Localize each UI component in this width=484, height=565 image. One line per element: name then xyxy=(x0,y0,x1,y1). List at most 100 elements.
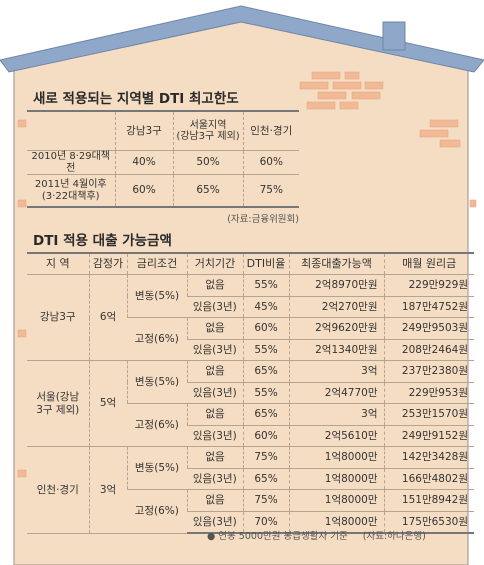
loan-cell: 1억8000만 xyxy=(288,511,384,534)
header-cell: 감정가 xyxy=(88,254,127,275)
header-cell: 인천·경기 xyxy=(242,112,299,151)
header-cell: 매월 원리금 xyxy=(383,254,474,275)
monthly-cell: 151만8942원 xyxy=(383,489,474,512)
monthly-cell: 187만4752원 xyxy=(383,296,474,318)
loan-cell: 3억 xyxy=(288,360,384,383)
loan-cell: 2억8970만원 xyxy=(288,274,384,297)
footnote: ● 연봉 5000만원 봉급생활자 기준 (자료:하나은행) xyxy=(207,528,426,542)
table-row: 있음(3년) 60% 2억5610만 249만9152원 xyxy=(27,425,474,447)
region-cell: 서울(강남 3구 제외) xyxy=(27,360,89,447)
dti-cell: 70% xyxy=(242,511,289,534)
table-row: 2011년 4월이후 (3·22대책후) 60% 65% 75% xyxy=(27,174,299,208)
source-label: (자료:하나은행) xyxy=(362,531,426,542)
table-row: 강남3구 6억 변동(5%) 없음 55% 2억8970만원 229만929원 xyxy=(27,274,474,361)
monthly-cell: 229만953원 xyxy=(383,382,474,404)
price-cell: 3억 xyxy=(88,446,127,534)
table-row: 있음(3년) 45% 2억270만원 187만4752원 xyxy=(27,296,474,318)
header-cell: 서울지역 (강남3구 제외) xyxy=(172,112,243,151)
rate-condition-cell: 고정(6%) xyxy=(127,489,187,534)
region-cell: 인천·경기 xyxy=(27,446,89,534)
monthly-cell: 229만929원 xyxy=(383,274,474,297)
loan-cell: 1억8000만 xyxy=(288,468,384,490)
table-row: 있음(3년) 55% 2억4770만 229만953원 xyxy=(27,382,474,404)
monthly-cell: 237만2380원 xyxy=(383,360,474,383)
rate-condition-cell: 고정(6%) xyxy=(127,403,187,447)
header-cell xyxy=(27,112,115,151)
dti-cell: 65% xyxy=(242,360,289,383)
dti-limit-table: 강남3구 서울지역 (강남3구 제외) 인천·경기 2010년 8·29대책 전… xyxy=(27,112,299,208)
table-row: 인천·경기 3억 변동(5%) 없음 75% 1억8000만 142만3428원 xyxy=(27,446,474,534)
dti-cell: 45% xyxy=(242,296,289,318)
header-cell: 금리조건 xyxy=(126,254,187,275)
dti-cell: 75% xyxy=(242,446,289,469)
period-cell: 있음(3년) xyxy=(187,425,243,447)
region-cell: 강남3구 xyxy=(27,274,89,361)
period-cell: 없음 xyxy=(186,274,243,297)
value-cell: 65% xyxy=(172,174,243,208)
table-row: 고정(6%) 없음 65% 3억 253만1570원 xyxy=(27,403,474,447)
loan-cell: 1억8000만 xyxy=(288,489,384,512)
value-cell: 50% xyxy=(172,150,243,175)
table-row: 고정(6%) 없음 75% 1억8000만 151만8942원 xyxy=(27,489,474,534)
period-cell: 없음 xyxy=(186,360,243,383)
dti-cell: 65% xyxy=(242,468,289,490)
rate-condition-cell: 고정(6%) xyxy=(127,317,187,361)
loan-cell: 2억9620만원 xyxy=(288,317,384,340)
rate-condition-cell: 변동(5%) xyxy=(126,360,187,404)
dti-cell: 65% xyxy=(242,403,289,426)
period-cell: 있음(3년) xyxy=(187,468,243,490)
table-header-row: 지 역 감정가 금리조건 거치기간 DTI비율 최종대출가능액 매월 원리금 xyxy=(27,254,474,275)
row-label: 2010년 8·29대책 전 xyxy=(27,150,115,175)
dti-cell: 55% xyxy=(242,339,289,361)
house-chimney xyxy=(382,21,406,51)
value-cell: 40% xyxy=(114,150,173,175)
header-cell: 최종대출가능액 xyxy=(288,254,384,275)
period-cell: 있음(3년) xyxy=(187,339,243,361)
dti-cell: 60% xyxy=(242,425,289,447)
table-row: 고정(6%) 없음 60% 2억9620만원 249만9503원 xyxy=(27,317,474,361)
dti-cell: 75% xyxy=(242,489,289,512)
dti-cell: 55% xyxy=(242,382,289,404)
row-label: 2011년 4월이후 (3·22대책후) xyxy=(27,174,115,208)
loan-amount-table: 지 역 감정가 금리조건 거치기간 DTI비율 최종대출가능액 매월 원리금 강… xyxy=(27,254,474,534)
monthly-cell: 208만2464원 xyxy=(383,339,474,361)
source-label: (자료:금융위원회) xyxy=(227,214,299,225)
header-cell: 강남3구 xyxy=(114,112,173,151)
header-cell: 지 역 xyxy=(27,254,89,275)
header-cell: 거치기간 xyxy=(186,254,243,275)
loan-cell: 2억4770만 xyxy=(288,382,384,404)
loan-amount-title: DTI 적용 대출 가능금액 xyxy=(27,229,474,254)
brick-decoration xyxy=(17,71,477,478)
monthly-cell: 249만9503원 xyxy=(383,317,474,340)
monthly-cell: 249만9152원 xyxy=(383,425,474,447)
monthly-cell: 142만3428원 xyxy=(383,446,474,469)
loan-cell: 3억 xyxy=(288,403,384,426)
period-cell: 있음(3년) xyxy=(187,296,243,318)
table-row: 서울(강남 3구 제외) 5억 변동(5%) 없음 65% 3억 237만2380원 xyxy=(27,360,474,447)
table-row: 있음(3년) 70% 1억8000만 175만6530원 xyxy=(27,511,474,534)
dti-cell: 60% xyxy=(242,317,289,340)
loan-cell: 2억1340만원 xyxy=(288,339,384,361)
monthly-cell: 166만4802원 xyxy=(383,468,474,490)
loan-amount-section: DTI 적용 대출 가능금액 지 역 감정가 금리조건 거치기간 DTI비율 최… xyxy=(27,229,474,534)
period-cell: 있음(3년) xyxy=(187,511,243,534)
loan-cell: 2억5610만 xyxy=(288,425,384,447)
rate-condition-cell: 변동(5%) xyxy=(126,446,187,490)
table-row: 있음(3년) 55% 2억1340만원 208만2464원 xyxy=(27,339,474,361)
monthly-cell: 175만6530원 xyxy=(383,511,474,534)
value-cell: 75% xyxy=(242,174,299,208)
monthly-cell: 253만1570원 xyxy=(383,403,474,426)
rate-condition-cell: 변동(5%) xyxy=(126,274,187,318)
header-cell: DTI비율 xyxy=(242,254,289,275)
period-cell: 없음 xyxy=(186,403,243,426)
note-text: ● 연봉 5000만원 봉급생활자 기준 xyxy=(207,531,348,542)
table-row: 있음(3년) 65% 1억8000만 166만4802원 xyxy=(27,468,474,490)
dti-limit-section: 새로 적용되는 지역별 DTI 최고한도 강남3구 서울지역 (강남3구 제외)… xyxy=(27,87,299,225)
table-header-row: 강남3구 서울지역 (강남3구 제외) 인천·경기 xyxy=(27,112,299,151)
loan-cell: 1억8000만 xyxy=(288,446,384,469)
value-cell: 60% xyxy=(114,174,173,208)
loan-cell: 2억270만원 xyxy=(288,296,384,318)
value-cell: 60% xyxy=(242,150,299,175)
period-cell: 있음(3년) xyxy=(187,382,243,404)
table-row: 2010년 8·29대책 전 40% 50% 60% xyxy=(27,150,299,175)
